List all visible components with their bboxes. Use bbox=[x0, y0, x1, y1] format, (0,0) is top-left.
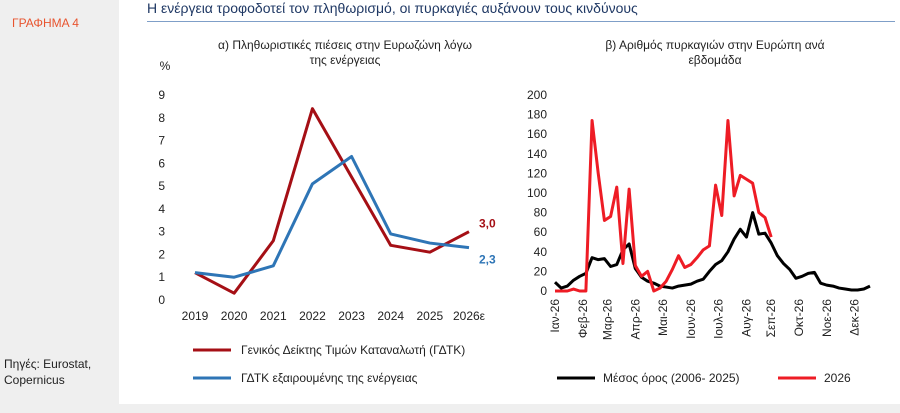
chart-a-xtick-label: 2022 bbox=[299, 309, 326, 323]
chart-b-xtick-label: Σεπ-26 bbox=[764, 299, 778, 338]
chart-a-xtick-label: 2024 bbox=[377, 309, 404, 323]
chart-a-legend-label-1: ΓΔΤΚ εξαιρουμένης της ενέργειας bbox=[241, 371, 418, 385]
chart-b-xtick-label: Οκτ-26 bbox=[792, 299, 806, 337]
chart-a-ytick-label: 6 bbox=[158, 156, 165, 170]
chart-b-xtick-label: Αυγ-26 bbox=[739, 299, 753, 337]
chart-a-series-line-0 bbox=[194, 107, 470, 295]
chart-a-ytick-label: 1 bbox=[158, 270, 165, 284]
chart-a-series-line-1 bbox=[194, 155, 470, 279]
chart-b-ytick-label: 80 bbox=[534, 206, 548, 220]
chart-a-xtick-label: 2020 bbox=[221, 309, 248, 323]
chart-a-xtick-label: 2019 bbox=[182, 309, 209, 323]
chart-b-title-line1: β) Αριθμός πυρκαγιών στην Ευρώπη ανά bbox=[605, 38, 824, 52]
chart-b-xtick-label: Μαι-26 bbox=[656, 299, 670, 336]
footer-band bbox=[0, 404, 900, 413]
chart-a-ytick-label: 0 bbox=[158, 293, 165, 307]
chart-b-xtick-label: Ιαν-26 bbox=[548, 299, 562, 333]
chart-a-xtick-label: 2026ε bbox=[453, 309, 486, 323]
chart-a-title-line2: της ενέργειας bbox=[310, 53, 381, 67]
chart-a-xtick-label: 2021 bbox=[260, 309, 287, 323]
chart-b-xtick-label: Ιουν-26 bbox=[684, 299, 698, 339]
chart-b-ytick-label: 200 bbox=[527, 88, 547, 102]
chart-b-ytick-label: 180 bbox=[527, 108, 547, 122]
chart-b-ytick-label: 20 bbox=[534, 264, 548, 278]
chart-a-end-label: 3,0 bbox=[479, 217, 496, 231]
chart-b-xtick-label: Φεβ-26 bbox=[576, 299, 590, 338]
chart-b-title-line2: εβδομάδα bbox=[688, 53, 741, 67]
chart-a-end-label: 2,3 bbox=[479, 253, 496, 267]
chart-a-ytick-label: 2 bbox=[158, 247, 165, 261]
chart-b-ytick-label: 40 bbox=[534, 245, 548, 259]
chart-b-ytick-label: 140 bbox=[527, 147, 547, 161]
chart-b-ytick-label: 120 bbox=[527, 166, 547, 180]
chart-b-xtick-label: Δεκ-26 bbox=[848, 299, 862, 336]
chart-a-ytick-label: 8 bbox=[158, 111, 165, 125]
chart-a-legend-label-0: Γενικός Δείκτης Τιμών Καταναλωτή (ΓΔΤΚ) bbox=[241, 343, 465, 357]
chart-b-xtick-label: Απρ-26 bbox=[628, 299, 642, 340]
source-note: Πηγές: Eurostat, Copernicus bbox=[4, 356, 91, 388]
chart-b-series-line-1 bbox=[555, 118, 773, 293]
chart-b-ytick-label: 0 bbox=[540, 284, 547, 298]
charts-canvas: α) Πληθωριστικές πιέσεις στην Ευρωζώνη λ… bbox=[158, 38, 871, 385]
chart-inflation: α) Πληθωριστικές πιέσεις στην Ευρωζώνη λ… bbox=[158, 38, 496, 385]
chart-b-xtick-label: Νοε-26 bbox=[820, 299, 834, 337]
chart-b-ytick-label: 60 bbox=[534, 225, 548, 239]
chart-a-title-line1: α) Πληθωριστικές πιέσεις στην Ευρωζώνη λ… bbox=[218, 38, 472, 52]
chart-b-series-line-0 bbox=[553, 211, 871, 292]
source-line-2: Copernicus bbox=[4, 373, 65, 387]
chart-a-ytick-label: 7 bbox=[158, 134, 165, 148]
chart-wildfires: β) Αριθμός πυρκαγιών στην Ευρώπη ανά εβδ… bbox=[527, 38, 871, 385]
chart-b-legend-label-1: 2026 bbox=[824, 371, 851, 385]
chart-a-ylabel: % bbox=[160, 59, 171, 73]
source-line-1: Πηγές: Eurostat, bbox=[4, 357, 92, 371]
chart-a-xtick-label: 2025 bbox=[417, 309, 444, 323]
chart-a-ytick-label: 4 bbox=[158, 202, 165, 216]
main-panel: Η ενέργεια τροφοδοτεί τον πληθωρισμό, οι… bbox=[135, 0, 900, 413]
chart-b-legend-label-0: Μέσος όρος (2006- 2025) bbox=[603, 371, 740, 385]
chart-b-ytick-label: 160 bbox=[527, 127, 547, 141]
figure-label: ΓΡΑΦΗΜΑ 4 bbox=[12, 16, 79, 30]
chart-a-ytick-label: 3 bbox=[158, 225, 165, 239]
chart-a-ytick-label: 5 bbox=[158, 179, 165, 193]
chart-a-ytick-label: 9 bbox=[158, 88, 165, 102]
page-title: Η ενέργεια τροφοδοτεί τον πληθωρισμό, οι… bbox=[147, 0, 638, 16]
chart-a-xtick-label: 2023 bbox=[338, 309, 365, 323]
sidebar-panel: ΓΡΑΦΗΜΑ 4 Πηγές: Eurostat, Copernicus bbox=[0, 0, 119, 413]
chart-b-xtick-label: Μαρ-26 bbox=[601, 299, 615, 340]
chart-b-ytick-label: 100 bbox=[527, 186, 547, 200]
title-rule bbox=[147, 21, 895, 22]
chart-b-xtick-label: Ιουλ-26 bbox=[712, 299, 726, 339]
